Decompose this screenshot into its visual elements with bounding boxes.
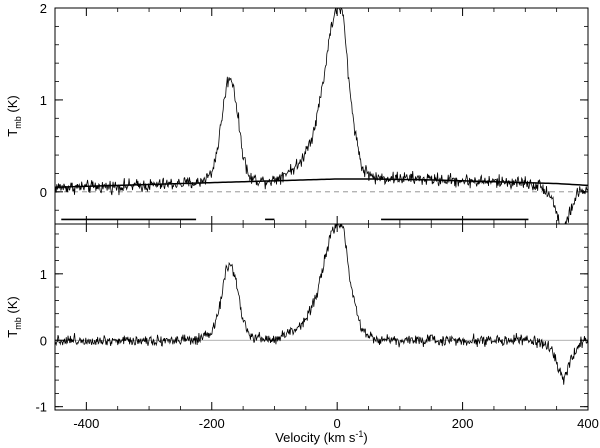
x-axis-label-end: ) <box>363 430 367 445</box>
spectrum-line <box>54 7 589 225</box>
y-tick-label: 2 <box>40 1 47 16</box>
x-tick-label: -400 <box>73 416 99 431</box>
y-axis-label: Tmb (K) <box>5 296 23 337</box>
baseline-fit-line <box>54 178 589 188</box>
top-panel: 0 1 2 Tmb (K) <box>5 1 589 225</box>
x-tick-label: 400 <box>577 416 599 431</box>
y-axis-label: Tmb (K) <box>5 95 23 136</box>
x-tick-label: 200 <box>452 416 474 431</box>
y-tick-label: 1 <box>40 93 47 108</box>
x-tick-label: 0 <box>334 416 341 431</box>
plot-frame <box>54 223 589 411</box>
y-axis-label-sub: mb <box>13 116 23 129</box>
y-axis-label-unit: (K) <box>5 296 20 317</box>
y-tick-label: 0 <box>40 333 47 348</box>
x-axis-label-main: Velocity (km s <box>275 430 356 445</box>
x-axis-label: Velocity (km s-1) <box>275 429 368 445</box>
bottom-panel: -1 0 1 -400 -200 0 200 400 Tmb (K) Velocity (km s… <box>5 223 599 445</box>
y-tick-label: 0 <box>40 185 47 200</box>
y-axis-label-main: T <box>5 129 20 137</box>
y-tick-label: 1 <box>40 267 47 282</box>
x-axis-label-sup: -1 <box>355 429 363 439</box>
y-axis-label-sub: mb <box>13 317 23 330</box>
y-axis-label-main: T <box>5 330 20 338</box>
y-axis-label-unit: (K) <box>5 95 20 116</box>
spectrum-line <box>54 223 589 385</box>
y-tick-label: -1 <box>35 400 47 415</box>
x-tick-label: -200 <box>199 416 225 431</box>
